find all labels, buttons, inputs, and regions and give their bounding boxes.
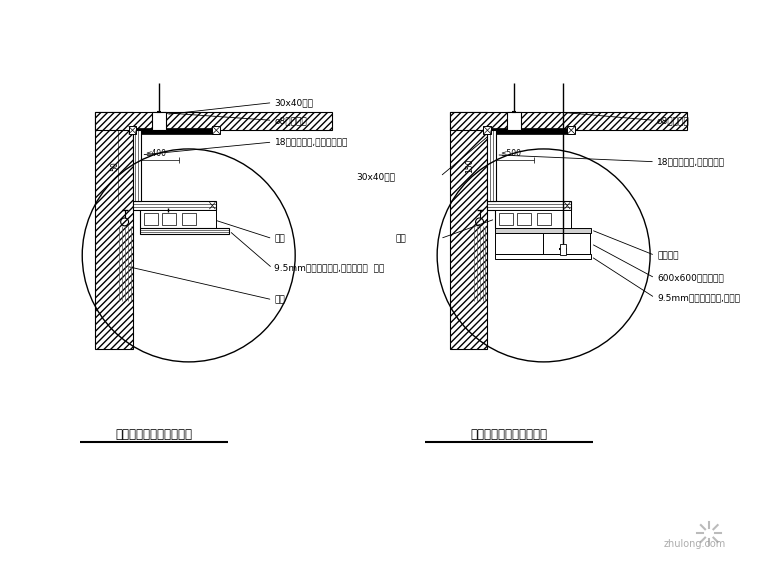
Bar bbox=[496, 233, 543, 254]
Bar bbox=[132, 130, 141, 201]
Bar bbox=[507, 112, 521, 130]
Text: 9.5mm厚石膏板吊顶,白色乳胶漆  窗帘: 9.5mm厚石膏板吊顶,白色乳胶漆 窗帘 bbox=[274, 264, 385, 272]
Bar bbox=[95, 112, 331, 130]
Bar bbox=[128, 127, 137, 134]
Text: ø8镀锌吊杆: ø8镀锌吊杆 bbox=[274, 116, 307, 125]
Bar bbox=[450, 112, 487, 349]
Text: 600x600矿棉吸音板: 600x600矿棉吸音板 bbox=[657, 274, 724, 283]
Bar bbox=[486, 128, 573, 134]
Bar bbox=[543, 233, 590, 254]
Text: 窗帘: 窗帘 bbox=[274, 295, 285, 304]
Bar bbox=[567, 127, 575, 134]
Bar bbox=[141, 228, 229, 234]
Text: 滑道: 滑道 bbox=[274, 234, 285, 243]
Text: 30x40木方: 30x40木方 bbox=[274, 98, 313, 107]
Bar bbox=[496, 210, 572, 228]
Text: 滑道: 滑道 bbox=[396, 234, 407, 243]
Text: ≤400: ≤400 bbox=[145, 149, 166, 158]
Text: ø8镀锌吊杆: ø8镀锌吊杆 bbox=[657, 116, 690, 125]
Bar bbox=[537, 213, 550, 225]
Bar bbox=[141, 210, 217, 228]
Text: 矿棉板吊顶窗帘盒剖面图: 矿棉板吊顶窗帘盒剖面图 bbox=[470, 428, 548, 441]
Bar bbox=[496, 254, 591, 259]
Bar bbox=[450, 112, 686, 130]
Text: 轻钢龙骨: 轻钢龙骨 bbox=[657, 251, 679, 260]
Bar bbox=[496, 228, 591, 233]
Bar bbox=[152, 112, 166, 130]
Bar bbox=[517, 213, 530, 225]
Bar bbox=[487, 201, 572, 210]
Text: 18厚细木工板,防腐防火处: 18厚细木工板,防腐防火处 bbox=[657, 157, 725, 166]
Bar bbox=[560, 243, 566, 255]
Bar bbox=[212, 127, 220, 134]
Bar bbox=[162, 213, 176, 225]
Text: zhulong.com: zhulong.com bbox=[663, 539, 726, 549]
Bar bbox=[487, 130, 496, 201]
Text: 9.5mm厚石膏板吊顶,白色乳: 9.5mm厚石膏板吊顶,白色乳 bbox=[657, 294, 740, 302]
Bar bbox=[499, 213, 513, 225]
Bar bbox=[95, 112, 132, 349]
Bar bbox=[132, 201, 217, 210]
Bar bbox=[131, 128, 218, 134]
Text: 150: 150 bbox=[465, 158, 474, 173]
Text: 50: 50 bbox=[110, 161, 119, 170]
Bar bbox=[144, 213, 158, 225]
Text: 石膏板吊顶窗帘盒剖面图: 石膏板吊顶窗帘盒剖面图 bbox=[116, 428, 193, 441]
Text: 18厚细木工板,防腐防火处理: 18厚细木工板,防腐防火处理 bbox=[274, 137, 348, 146]
Text: ≤500: ≤500 bbox=[500, 149, 521, 158]
Bar bbox=[182, 213, 195, 225]
Text: 30x40木方: 30x40木方 bbox=[356, 172, 395, 181]
Bar bbox=[483, 127, 492, 134]
